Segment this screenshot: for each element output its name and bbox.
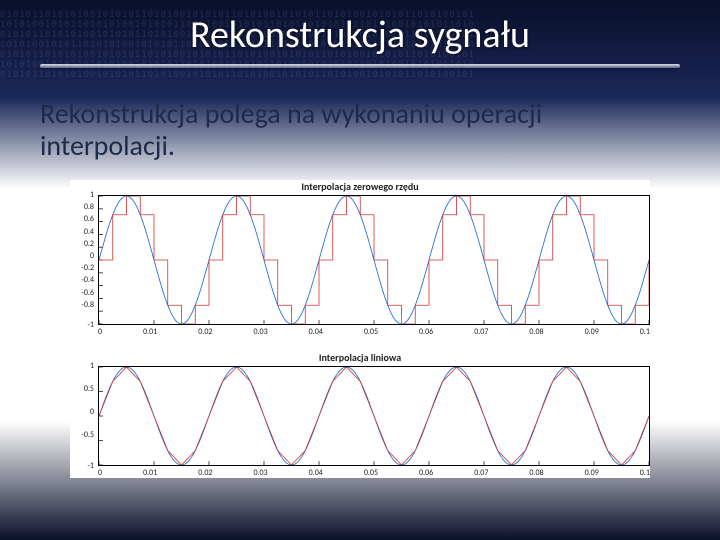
xtick-label: 0.08: [529, 468, 543, 478]
ytick-label: 1: [70, 191, 94, 199]
chart-linear: Interpolacja liniowa 1 0.5 0 -0.5 -1 0 0.01 0.…: [70, 351, 650, 478]
chart2-plot-area: [98, 366, 650, 466]
ytick-label: 1: [70, 362, 94, 370]
xtick-label: 0.08: [529, 327, 543, 337]
ytick-label: -0.4: [70, 276, 94, 284]
ytick-label: -0.2: [70, 264, 94, 272]
xtick-label: 0.04: [309, 327, 323, 337]
xtick-label: 0.04: [309, 468, 323, 478]
xtick-label: 0.06: [419, 327, 433, 337]
xtick-label: 0.1: [640, 327, 650, 337]
xtick-label: 0.07: [474, 327, 488, 337]
series-zero-order-hold: [99, 196, 649, 324]
slide-body-text: Rekonstrukcja polega na wykonaniu operac…: [40, 98, 680, 162]
chart2-xaxis: 0 0.01 0.02 0.03 0.04 0.05 0.06 0.07 0.08 0.09 0.1: [98, 468, 650, 478]
xtick-label: 0: [98, 468, 102, 478]
ytick-label: 0: [70, 408, 94, 416]
xtick-label: 0.01: [143, 327, 157, 337]
chart-zero-order: Interpolacja zerowego rzędu 1 0.8 0.6 0.4 0.…: [70, 180, 650, 337]
ytick-label: 0: [70, 252, 94, 260]
chart1-yaxis: 10.80.60.40.20-0.2-0.4-0.6-0.8-1: [70, 195, 98, 325]
xtick-label: 0.07: [474, 468, 488, 478]
ytick-label: -1: [70, 462, 94, 470]
charts-container: Interpolacja zerowego rzędu 1 0.8 0.6 0.4 0.…: [70, 180, 650, 478]
xtick-label: 0.05: [364, 327, 378, 337]
xtick-label: 0.09: [585, 327, 599, 337]
ytick-label: 0.6: [70, 215, 94, 223]
xtick-label: 0.05: [364, 468, 378, 478]
chart1-plot-area: [98, 195, 650, 325]
ytick-label: -0.5: [70, 431, 94, 439]
ytick-label: 0.8: [70, 203, 94, 211]
xtick-label: 0.02: [198, 327, 212, 337]
slide-title: Rekonstrukcja sygnału: [0, 12, 720, 58]
ytick-label: -1: [70, 321, 94, 329]
chart1-title: Interpolacja zerowego rzędu: [70, 180, 650, 193]
xtick-label: 0.01: [143, 468, 157, 478]
chart2-title: Interpolacja liniowa: [70, 351, 650, 364]
chart2-yaxis: 10.50-0.5-1: [70, 366, 98, 466]
xtick-label: 0.1: [640, 468, 650, 478]
ytick-label: 0.4: [70, 228, 94, 236]
series-linear-interp: [99, 367, 649, 465]
ytick-label: -0.8: [70, 301, 94, 309]
xtick-label: 0: [98, 327, 102, 337]
ytick-label: 0.2: [70, 240, 94, 248]
chart1-xaxis: 0 0.01 0.02 0.03 0.04 0.05 0.06 0.07 0.08 0.09 0.1: [98, 327, 650, 337]
ytick-label: -0.6: [70, 289, 94, 297]
xtick-label: 0.03: [253, 327, 267, 337]
xtick-label: 0.09: [585, 468, 599, 478]
ytick-label: 0.5: [70, 385, 94, 393]
xtick-label: 0.03: [253, 468, 267, 478]
title-underline: [0, 64, 720, 76]
xtick-label: 0.06: [419, 468, 433, 478]
xtick-label: 0.02: [198, 468, 212, 478]
